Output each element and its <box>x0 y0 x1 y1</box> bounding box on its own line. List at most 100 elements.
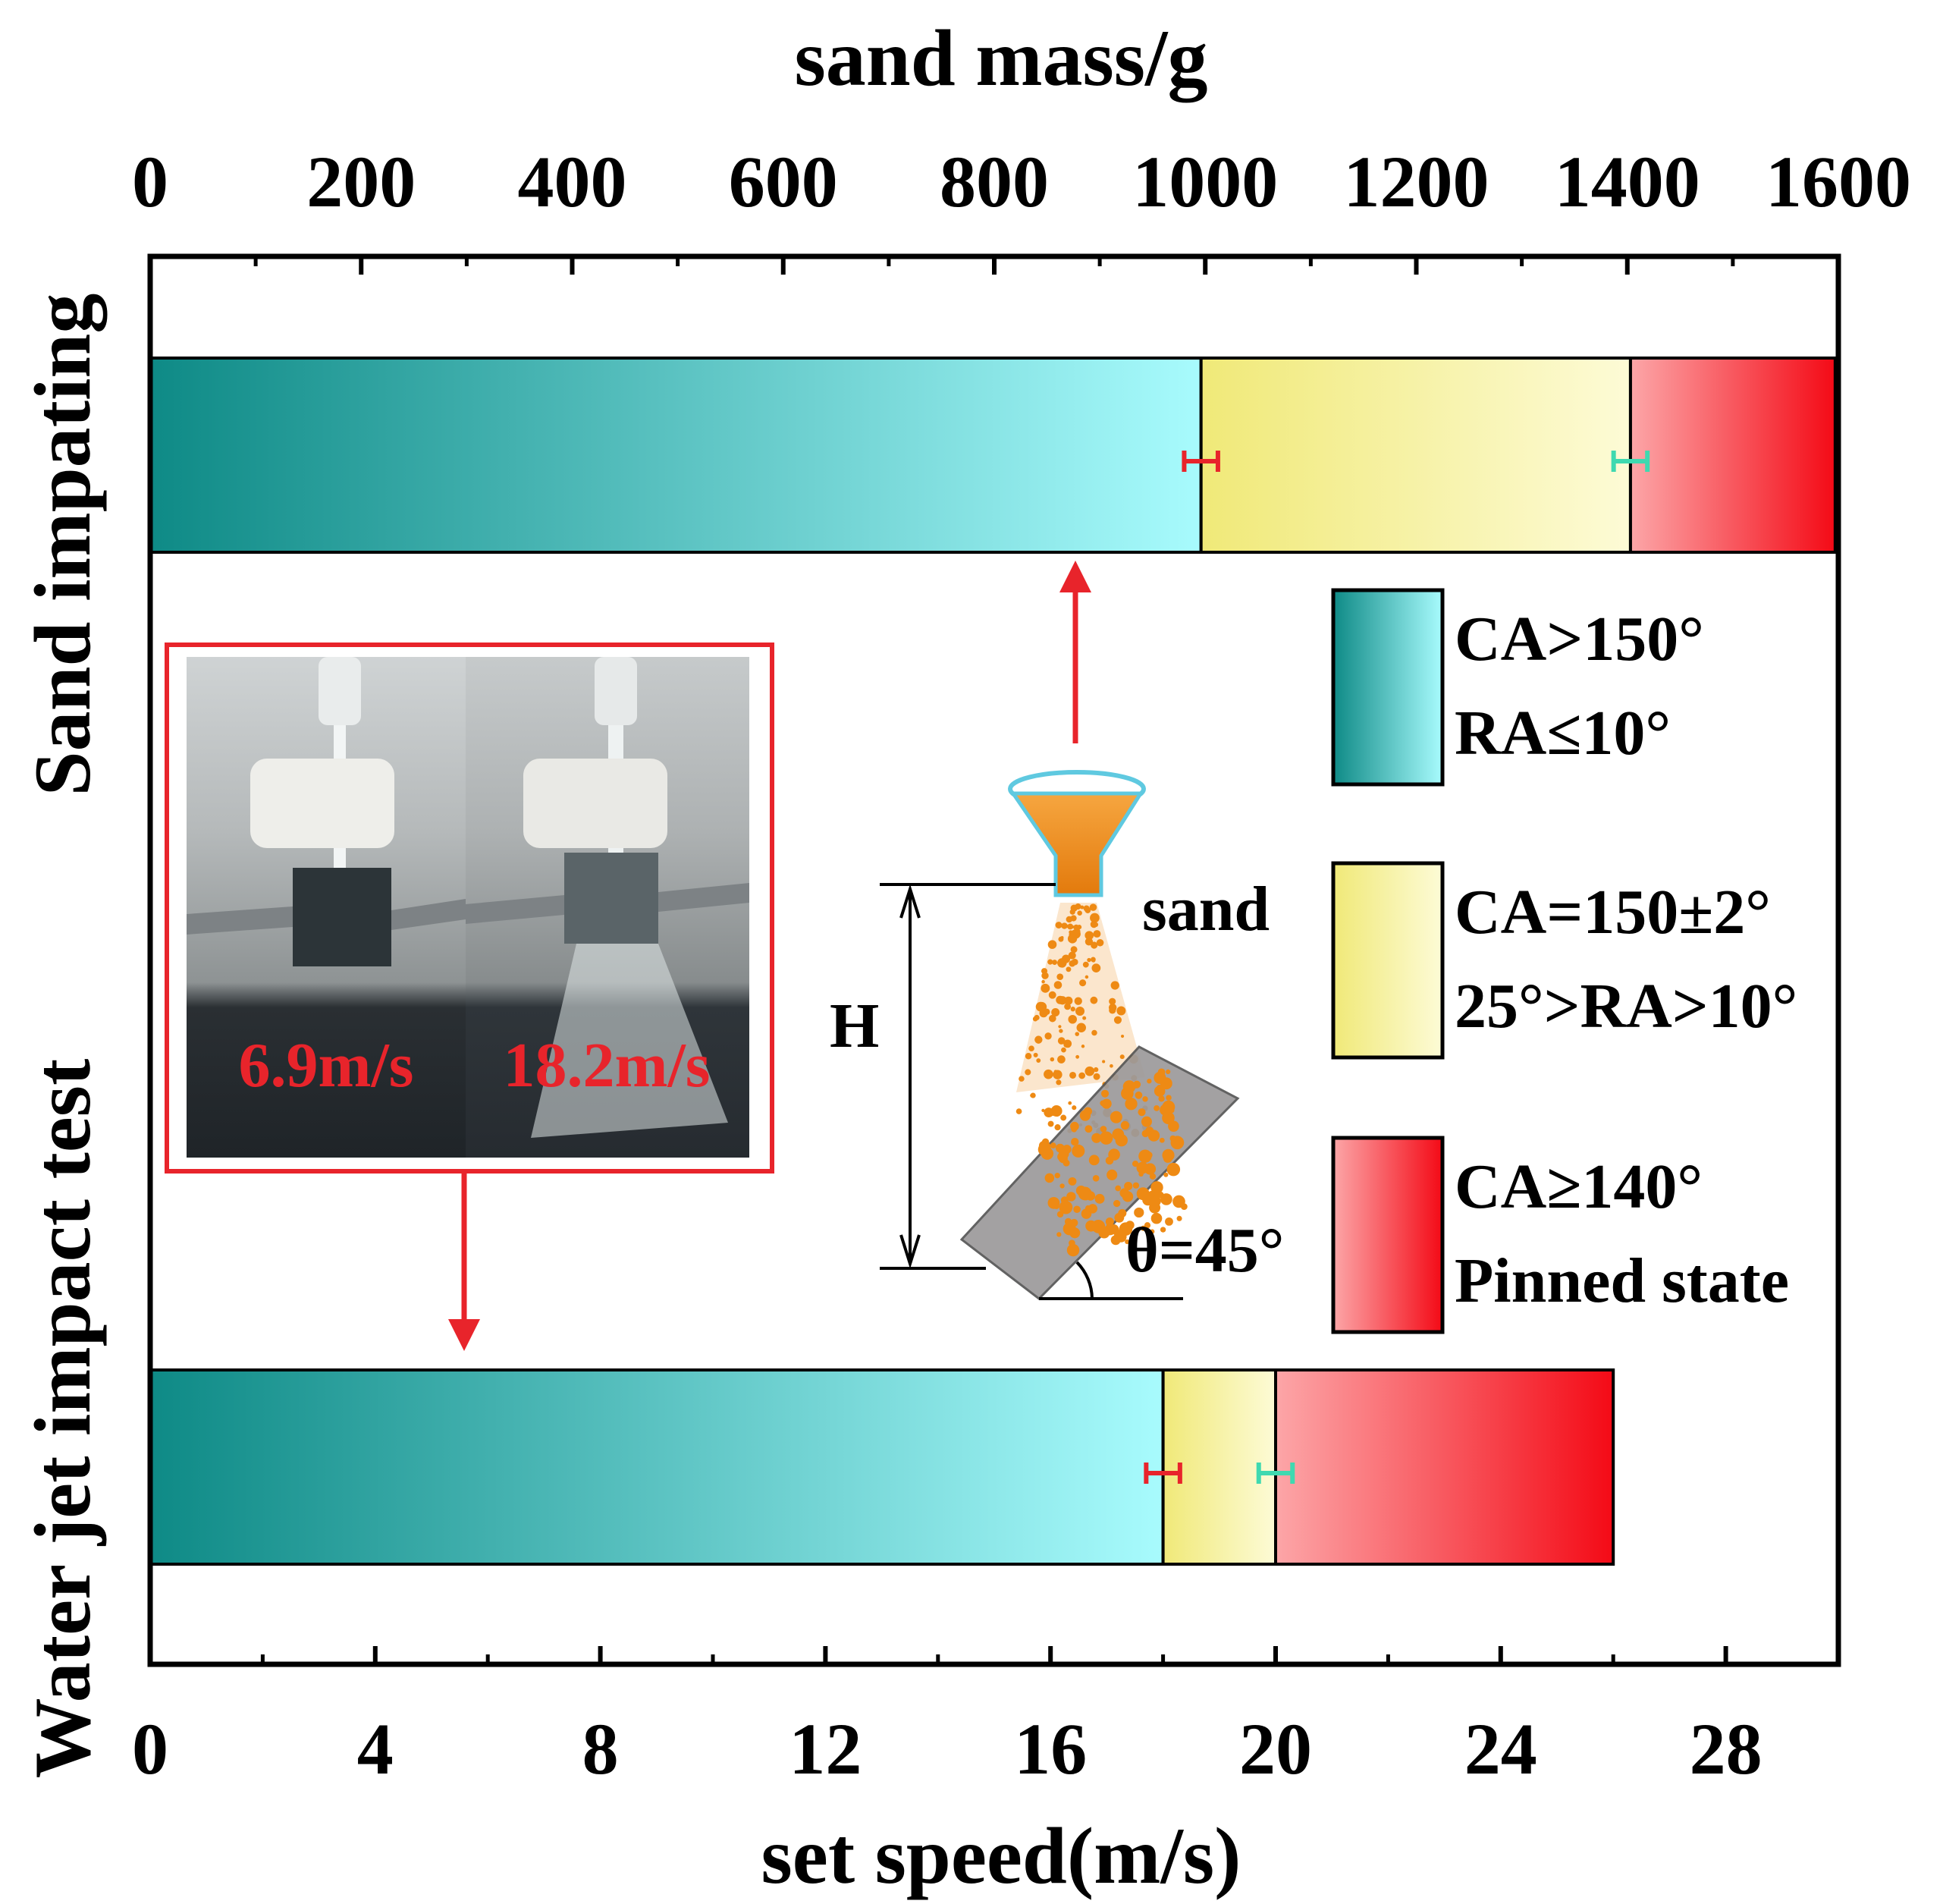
plate-sand-particle <box>1059 1183 1065 1189</box>
plate-sand-particle <box>1122 1080 1136 1093</box>
sand-particle <box>1093 1073 1100 1080</box>
bottom-tick-label: 16 <box>1014 1708 1087 1789</box>
sand-particle <box>1110 1064 1113 1068</box>
plate-sand-particle <box>1115 1134 1128 1147</box>
plate-sand-particle <box>1113 1199 1121 1208</box>
legend-swatch-transition <box>1331 861 1445 1060</box>
funnel-body <box>1009 791 1144 897</box>
plate-sand-particle <box>1110 1235 1121 1246</box>
plate-sand-particle <box>1072 1144 1085 1158</box>
sand-particle <box>1076 1023 1086 1033</box>
plate-sand-particle <box>1060 1114 1067 1121</box>
stacked-bars <box>149 357 1837 1566</box>
bottom-tick-label: 12 <box>789 1708 862 1789</box>
bar-segment-superhydrophobic <box>149 1368 1165 1566</box>
sand-particle <box>1093 1067 1099 1073</box>
sand-particle <box>1056 973 1064 981</box>
sand-particle <box>1110 981 1119 990</box>
plate-sand-particles <box>1037 1068 1188 1257</box>
plate-sand-particle <box>1160 1104 1172 1116</box>
plate-sand-particle <box>1166 1095 1172 1101</box>
sand-particle <box>1058 936 1064 942</box>
sand-particle <box>1119 1054 1125 1060</box>
sand-particle <box>1091 963 1101 972</box>
sand-particle <box>1102 1060 1106 1064</box>
sand-particle <box>1047 940 1057 949</box>
legend-label: CA=150±2° <box>1455 877 1771 947</box>
sand-particle <box>1063 1043 1068 1048</box>
bar-segment-pinned <box>1274 1368 1615 1566</box>
sand-particle <box>1056 1079 1062 1086</box>
bottom-tick-label: 24 <box>1464 1708 1537 1789</box>
legend-swatch-superhydrophobic <box>1331 588 1445 787</box>
photo-inset: 6.9m/s 18.2m/s <box>165 643 774 1174</box>
sand-particle <box>1048 1014 1056 1023</box>
plate-sand-particle <box>1166 1069 1171 1075</box>
sand-particle <box>1048 991 1056 999</box>
plate-sand-particle <box>1066 1243 1080 1257</box>
plate-sand-particle <box>1068 1177 1077 1186</box>
plate-sand-particle <box>1138 1149 1152 1163</box>
plate-sand-particle <box>1149 1173 1157 1180</box>
left-label-water-jet: Water jet impact test <box>18 1059 107 1779</box>
sand-particle <box>1068 1101 1072 1105</box>
plate-sand-particle <box>1106 1169 1118 1180</box>
plate-sand-particle <box>1158 1095 1165 1102</box>
sand-particle <box>1050 1057 1055 1062</box>
plate-sand-particle <box>1088 1204 1098 1214</box>
plate-sand-particle <box>1085 1125 1093 1133</box>
top-tick-label: 1600 <box>1766 141 1911 222</box>
sand-particle <box>1070 925 1075 929</box>
sand-particle <box>1081 1045 1085 1048</box>
clamp-right <box>466 895 564 924</box>
sand-particle <box>1080 905 1085 910</box>
error-bar <box>1611 451 1650 472</box>
sand-particle <box>1053 1070 1057 1073</box>
sand-particle <box>1067 934 1078 944</box>
sand-particle <box>1089 903 1097 911</box>
sand-particle <box>1078 1072 1086 1079</box>
plate-sand-particle <box>1108 1148 1120 1161</box>
error-bar <box>1144 1463 1182 1484</box>
top-tick-label: 800 <box>940 141 1049 222</box>
sample-right <box>564 853 658 944</box>
sand-particle <box>1066 916 1073 923</box>
plate-sand-particle <box>1110 1111 1122 1123</box>
plate-sand-particle <box>1172 1195 1185 1208</box>
sand-particle <box>1116 1006 1126 1016</box>
plate-sand-particle <box>1056 1211 1064 1217</box>
sand-particle <box>1093 922 1099 927</box>
plate-sand-particle <box>1141 1130 1150 1138</box>
plate-sand-particle <box>1138 1108 1146 1117</box>
plate-sand-particle <box>1050 1142 1056 1149</box>
plate-sand-particle <box>1073 1205 1081 1214</box>
plate-sand-particle <box>1078 1186 1092 1201</box>
plate-sand-particle <box>1160 1227 1166 1233</box>
clamp-right-2 <box>658 883 749 912</box>
plate-sand-particle <box>1132 1160 1139 1167</box>
sand-particle <box>1057 958 1067 968</box>
plate-sand-particle <box>1124 1182 1133 1191</box>
plate-sand-particle <box>1100 1100 1106 1107</box>
plate-sand-particle <box>1147 1130 1160 1142</box>
plate-sand-particle <box>1166 1162 1181 1177</box>
sand-particle <box>1064 996 1073 1005</box>
plate-sand-particle <box>1085 1205 1091 1211</box>
height-arrow-top <box>899 884 921 919</box>
plate-sand-particle <box>1098 1227 1110 1239</box>
top-tick-label: 400 <box>518 141 627 222</box>
plate-sand-particle <box>1119 1188 1129 1198</box>
sand-particle <box>1047 959 1053 965</box>
sand-schematic: sand H θ=45° <box>830 770 1284 1300</box>
sand-particle <box>1066 966 1072 972</box>
plate-sand-particle <box>1105 1217 1114 1227</box>
sponge-right <box>523 759 667 848</box>
sand-particle <box>1061 1047 1066 1053</box>
left-label-sand-impating: Sand impating <box>18 294 107 796</box>
sand-particle <box>1057 1037 1066 1045</box>
sand-particle <box>1075 1032 1080 1036</box>
legend-label: CA>150° <box>1455 604 1704 674</box>
bottom-tick-label: 4 <box>357 1708 394 1789</box>
sand-particle <box>1044 1032 1052 1040</box>
